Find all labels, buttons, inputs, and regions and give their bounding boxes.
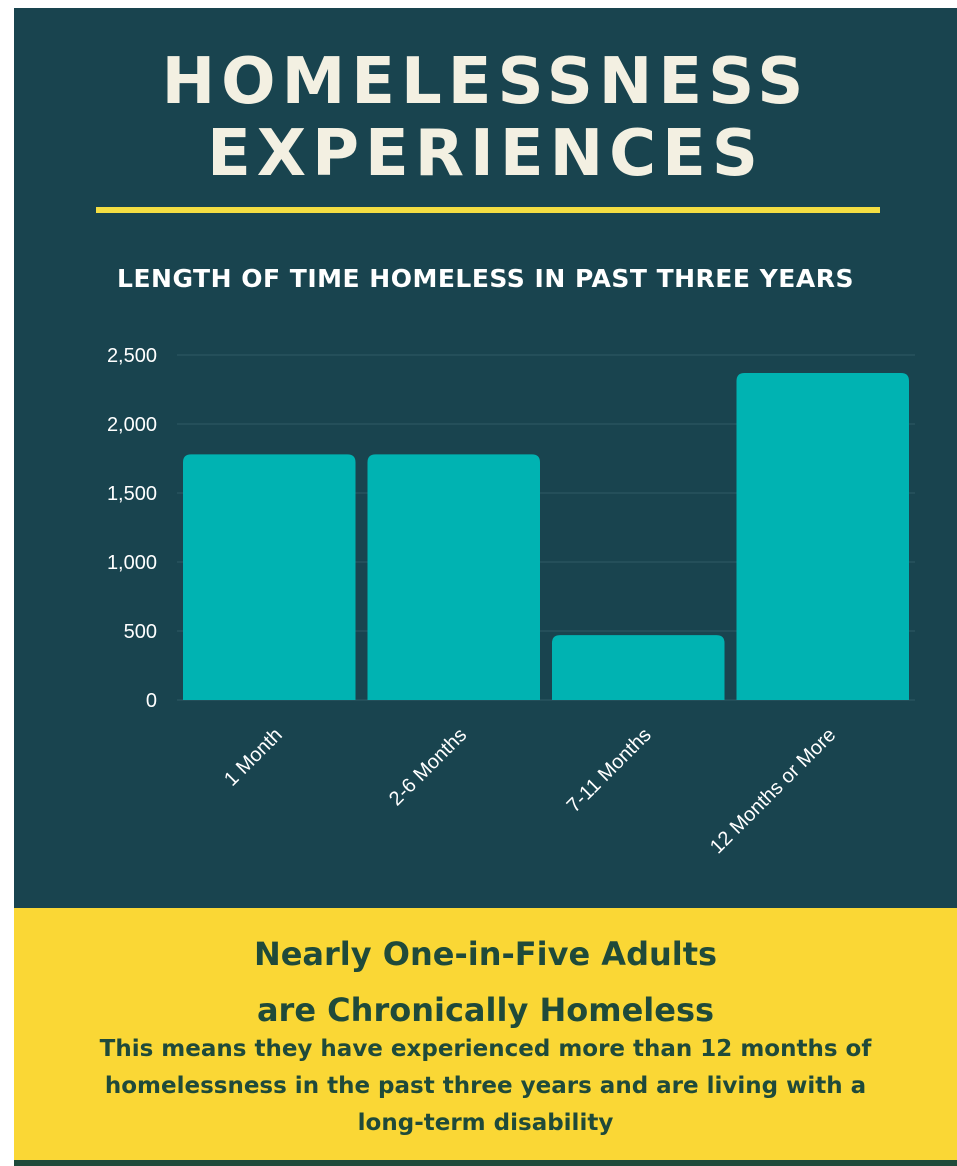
- title-divider: [96, 207, 880, 213]
- bar: [736, 372, 909, 700]
- bar: [552, 635, 725, 700]
- y-tick-label: 1,000: [107, 552, 157, 574]
- x-tick-label: 7-11 Months: [563, 724, 656, 817]
- bar-chart: 0 500 1,000 1,500 2,000 2,500 1 Month 2-6 Month…: [107, 345, 915, 858]
- body-line-2: homelessness in the past three years and…: [104, 1073, 867, 1099]
- body-line-1: This means they have experienced more th…: [99, 1036, 872, 1062]
- footer-bottom-border: [14, 1160, 957, 1166]
- y-tick-label: 1,500: [107, 483, 157, 505]
- y-tick-label: 0: [146, 690, 157, 712]
- bar: [183, 454, 356, 700]
- y-tick-label: 500: [124, 621, 157, 643]
- headline-line-1: Nearly One-in-Five Adults: [253, 935, 718, 973]
- title-line-2: EXPERIENCES: [207, 117, 764, 191]
- y-tick-label: 2,500: [107, 345, 157, 367]
- page-title: HOMELESSNESS EXPERIENCES: [14, 46, 957, 190]
- chart-title: LENGTH OF TIME HOMELESS IN PAST THREE YE…: [117, 264, 854, 293]
- chart-panel: HOMELESSNESS EXPERIENCES LENGTH OF TIME …: [14, 8, 957, 908]
- x-tick-label: 12 Months or More: [706, 724, 840, 858]
- footer-callout: Nearly One-in-Five Adults are Chronicall…: [14, 908, 957, 1160]
- x-tick-label: 2-6 Months: [385, 724, 471, 810]
- x-tick-label: 1 Month: [220, 724, 287, 791]
- callout-body: This means they have experienced more th…: [54, 1031, 917, 1142]
- body-line-3: long-term disability: [357, 1110, 614, 1136]
- headline-line-2: are Chronically Homeless: [256, 991, 715, 1029]
- bar: [367, 454, 540, 700]
- callout-headline: Nearly One-in-Five Adults are Chronicall…: [14, 926, 957, 1038]
- y-tick-label: 2,000: [107, 414, 157, 436]
- title-line-1: HOMELESSNESS: [161, 45, 810, 119]
